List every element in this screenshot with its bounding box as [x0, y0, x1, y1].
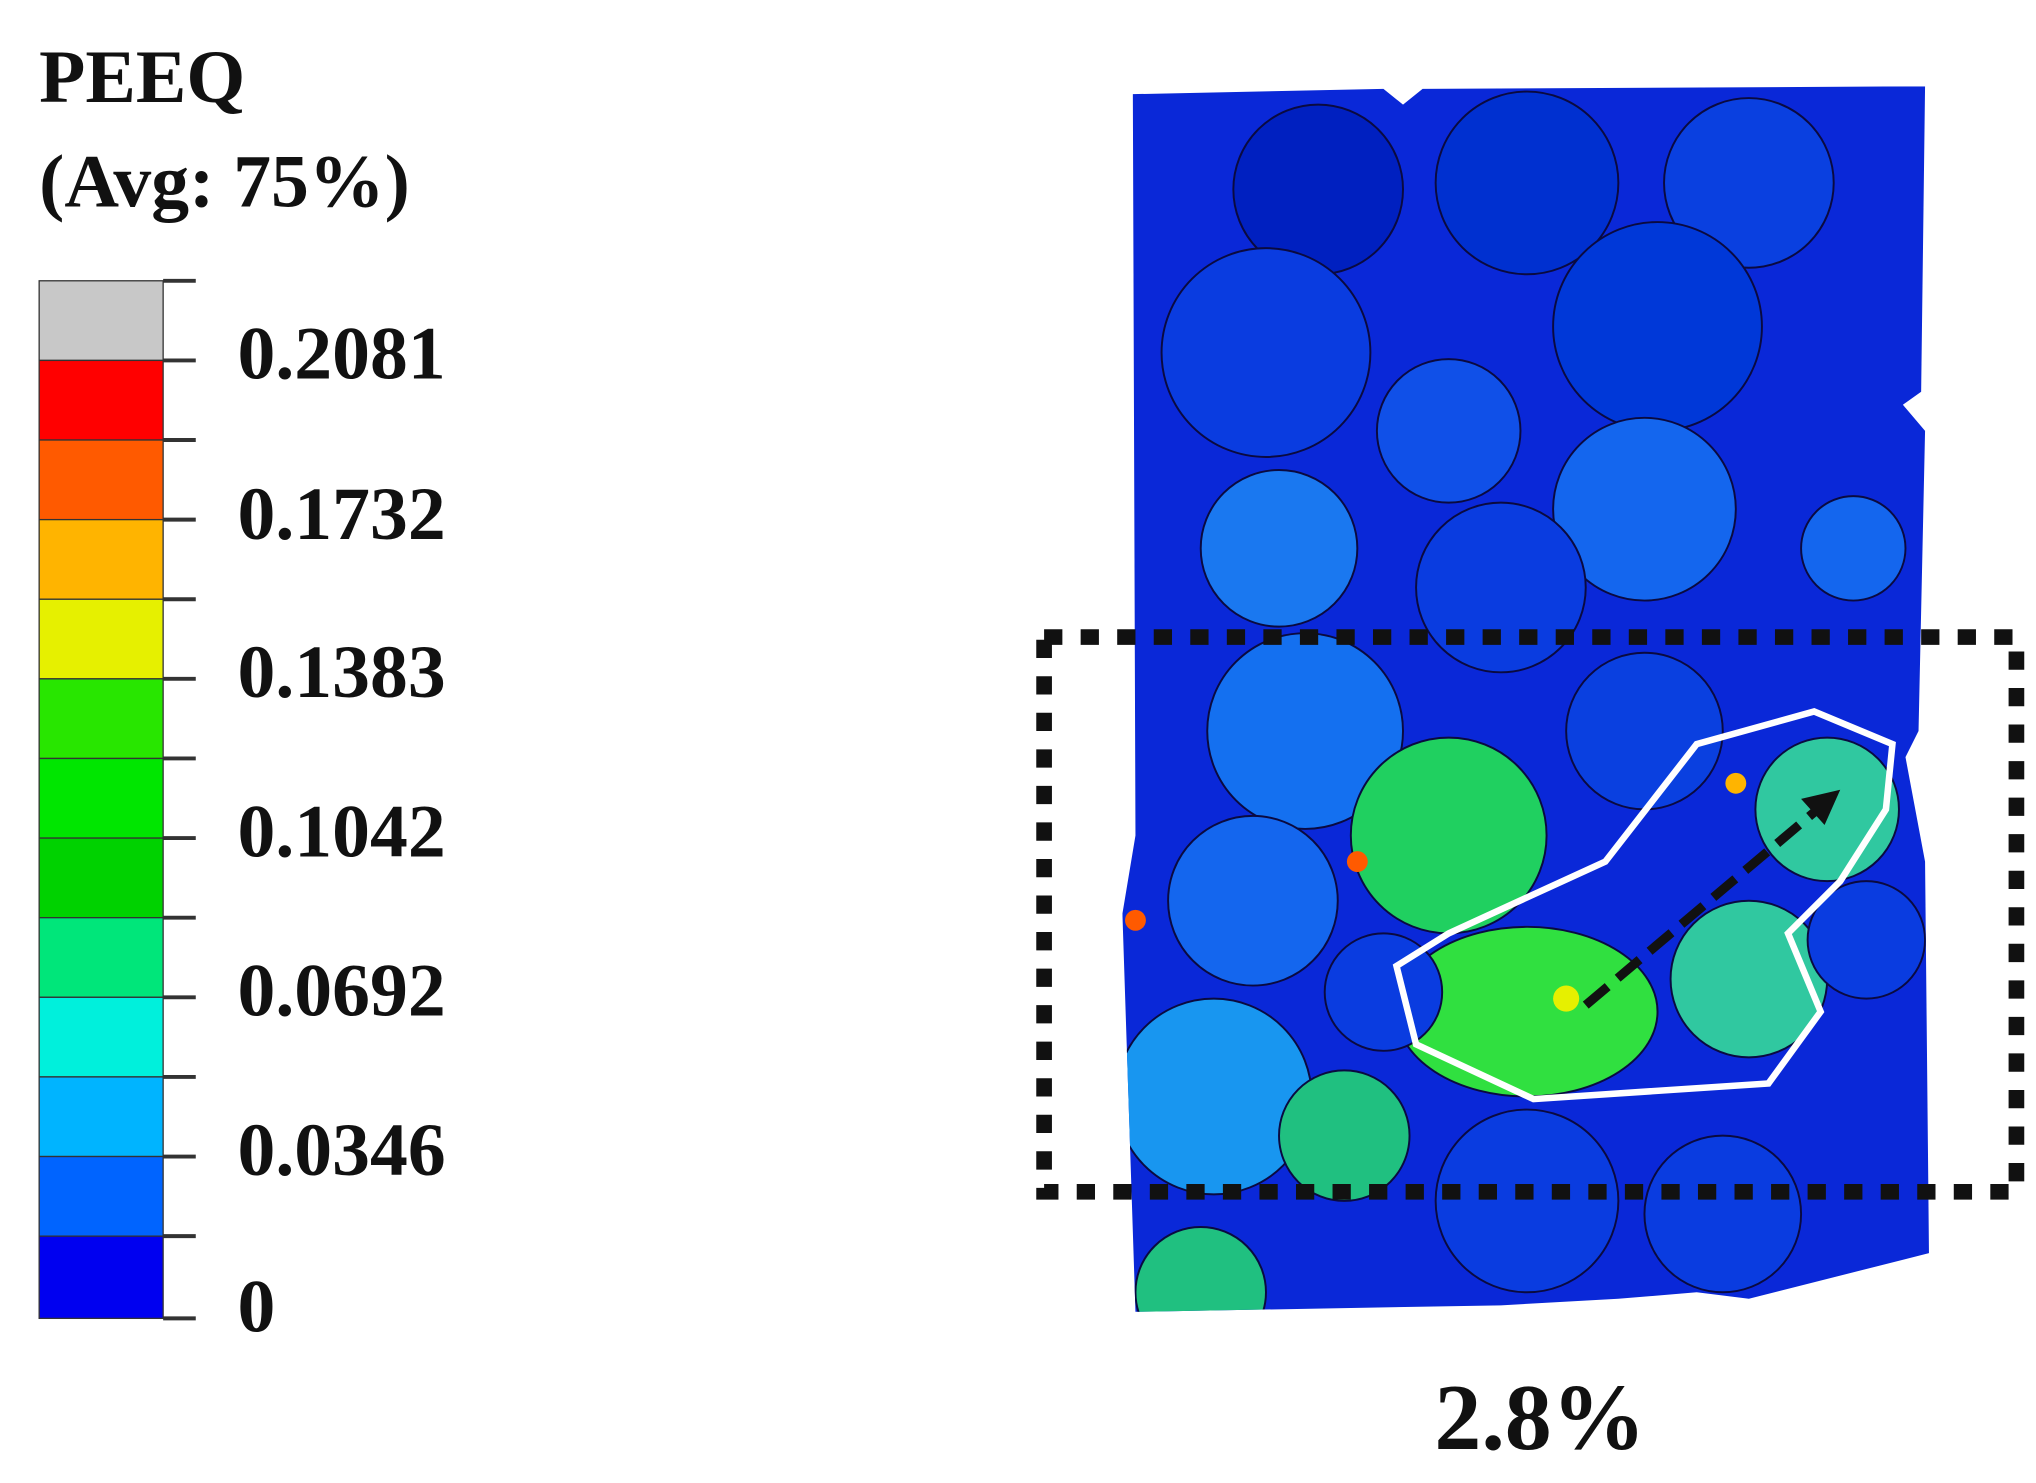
colorbar-label: 0.1042: [238, 790, 446, 873]
colorbar-label: 0.1732: [238, 473, 446, 556]
colorbar-labels: 0.2081 0.1732 0.1383 0.1042 0.0692 0.0346 0: [238, 313, 446, 1349]
caption: 2.8%: [1434, 1366, 1645, 1470]
arrow: [1582, 803, 1824, 1009]
colorbar-label: 0.0692: [238, 950, 446, 1033]
contour-plot: [1122, 86, 1929, 1312]
colorbar-label: 0: [238, 1265, 276, 1348]
colorbar-label: 0.0346: [238, 1109, 446, 1192]
colorbar: [38, 280, 164, 1320]
legend-title: PEEQ: [39, 36, 245, 119]
colorbar-label: 0.1383: [238, 631, 446, 714]
arrow-head: [1801, 789, 1841, 826]
colorbar-label: 0.2081: [238, 313, 446, 396]
region-box: [1036, 629, 2025, 1200]
legend-subtitle: (Avg: 75%): [39, 140, 410, 223]
colorbar-ticks: [163, 278, 196, 1321]
path-outline: [1392, 708, 1896, 1103]
